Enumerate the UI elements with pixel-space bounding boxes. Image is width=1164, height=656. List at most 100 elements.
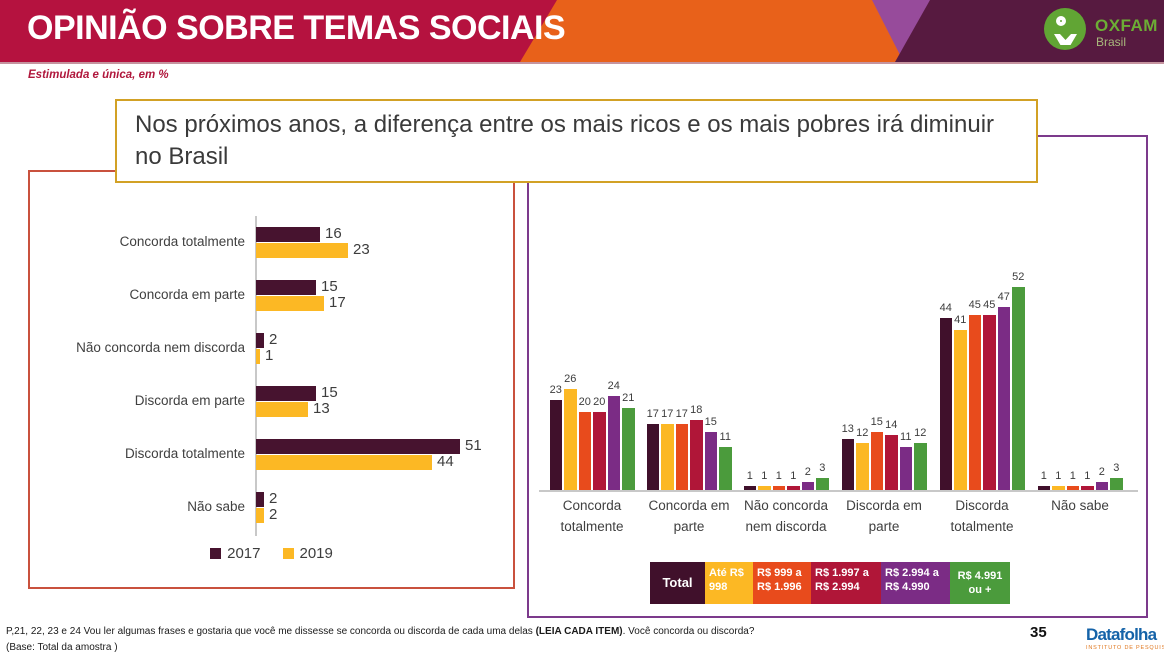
bar-value-label: 13 [841,423,854,436]
datafolha-logo: Datafolha INSTITUTO DE PESQUISAS [1086,625,1164,651]
source-text-pre: P,21, 22, 23 e 24 Vou ler algumas frases… [6,626,536,637]
bar-value-label: 1 [761,470,768,483]
chart-row: Discorda totalmente 51 44 [30,428,513,481]
chart-row: Não concorda nem discorda 2 1 [30,322,513,375]
bar-value-label: 15 [870,415,883,428]
bar-value-label: 45 [968,298,981,311]
chart-row: Discorda em parte 15 13 [30,375,513,428]
chart-row: Concorda em parte 15 17 [30,269,513,322]
category-label: Discorda em parte [846,498,922,534]
bar-R$ 1.997 a R$ 2.994 [885,435,898,490]
header-divider [0,62,1164,64]
category-label: Concorda em parte [129,287,245,303]
bar-2019: 2 [256,506,277,523]
bar-value-label: 20 [593,396,606,408]
legend-item-2019: 2019 [282,545,333,562]
bar-2019: 44 [256,453,454,470]
bar-value-label: 45 [983,298,996,311]
bar-R$ 999 a R$ 1.996 [772,486,785,490]
bar-Total [1037,486,1050,490]
bar-value-label: 51 [465,437,482,454]
bar-value-label: 2 [269,506,278,523]
legend-cell-R$ 999 a R$ 1.996: R$ 999 a R$ 1.996 [753,562,811,604]
bar-Total [743,486,756,490]
bar-value-label: 1 [265,347,274,364]
bar-Até R$ 998 [564,388,577,490]
bar-2017: 2 [256,490,277,507]
bar-value-label: 21 [622,392,635,405]
bar-R$ 1.997 a R$ 2.994 [787,486,800,490]
bar-R$ 4.991 ou + [622,408,635,490]
page-title: OPINIÃO SOBRE TEMAS SOCIAIS [27,9,566,47]
bar-value-label: 44 [939,302,952,315]
bar-value-label: 17 [646,407,659,420]
category-label: Concorda em parte [648,498,730,534]
category-label: Discorda totalmente [950,498,1014,534]
legend-item-2017: 2017 [210,545,261,562]
chart-row: Concorda totalmente 16 23 [30,216,513,269]
bar-value-label: 20 [578,396,591,408]
oxfam-body-glyph [1054,34,1077,45]
left-chart-axis [255,216,257,536]
base-line: (Base: Total da amostra ) [6,642,118,653]
oxfam-wordmark: OXFAM [1095,16,1158,35]
bar-value-label: 12 [856,427,869,440]
bar-R$ 999 a R$ 1.996 [968,314,981,490]
oxfam-logo: OXFAM Brasil [1044,6,1162,56]
category-label: Não concorda nem discorda [743,498,829,534]
left-chart-rows: Concorda totalmente 16 23 Concorda em parte… [30,216,513,534]
source-text-bold: (LEIA CADA ITEM) [535,626,623,637]
bar-Total [939,318,952,490]
bar-2019: 23 [256,241,370,258]
legend-cell-R$ 4.991 ou +: R$ 4.991 ou + [950,562,1010,604]
bar-R$ 1.997 a R$ 2.994 [983,314,996,490]
income-breakdown-chart: 23 26 20 20 24 21 Concorda totalmente 17 17 17 18 1… [527,135,1148,618]
bar-R$ 4.991 ou + [816,478,829,490]
category-label: Não sabe [187,499,245,515]
bar-R$ 2.994 a R$ 4.990 [801,482,814,490]
category-label: Não sabe [1051,498,1109,513]
bar-2017: 51 [256,437,482,454]
bar-2017: 2 [256,331,277,348]
bar-R$ 999 a R$ 1.996 [675,423,688,490]
right-chart-axis [539,490,1138,492]
bar-value-label: 47 [997,290,1010,303]
bar-value-label: 52 [1012,271,1025,284]
legend-label: 2017 [227,545,261,562]
bar-2017: 15 [256,278,338,295]
legend-swatch [210,548,222,559]
datafolha-wordmark: Datafolha [1086,625,1157,644]
oxfam-circle-icon [1044,8,1086,50]
left-chart-legend: 2017 2019 [30,545,513,562]
bar-R$ 2.994 a R$ 4.990 [997,306,1010,490]
legend-cell-Total: Total [650,562,705,604]
bar-R$ 2.994 a R$ 4.990 [899,447,912,490]
datafolha-tagline: INSTITUTO DE PESQUISAS [1086,645,1164,651]
bar-value-label: 11 [900,431,912,444]
bar-value-label: 23 [549,384,562,397]
page-number: 35 [1030,624,1047,641]
bar-value-label: 15 [321,384,338,401]
bar-R$ 999 a R$ 1.996 [578,412,591,490]
bar-value-label: 24 [607,380,620,393]
bar-value-label: 1 [1040,470,1047,483]
source-text-post: . Você concorda ou discorda? [622,626,755,637]
bar-Até R$ 998 [661,423,674,490]
bar-value-label: 1 [790,470,797,483]
bar-value-label: 44 [437,453,454,470]
bar-value-label: 3 [1113,462,1120,475]
methodology-note: Estimulada e única, em % [28,69,169,81]
bar-value-label: 2 [269,331,278,348]
bar-Até R$ 998 [758,486,771,490]
bar-value-label: 18 [690,403,703,416]
category-label: Discorda em parte [134,393,245,409]
bar-value-label: 1 [746,470,753,483]
category-label: Discorda totalmente [124,446,245,462]
legend-swatch [282,548,294,559]
bar-value-label: 1 [1069,470,1076,483]
header-crimson-shape [0,0,557,62]
legend-label: 2019 [299,545,333,562]
bar-value-label: 17 [661,407,674,420]
bar-Até R$ 998 [1052,486,1065,490]
bar-2019: 17 [256,294,346,311]
